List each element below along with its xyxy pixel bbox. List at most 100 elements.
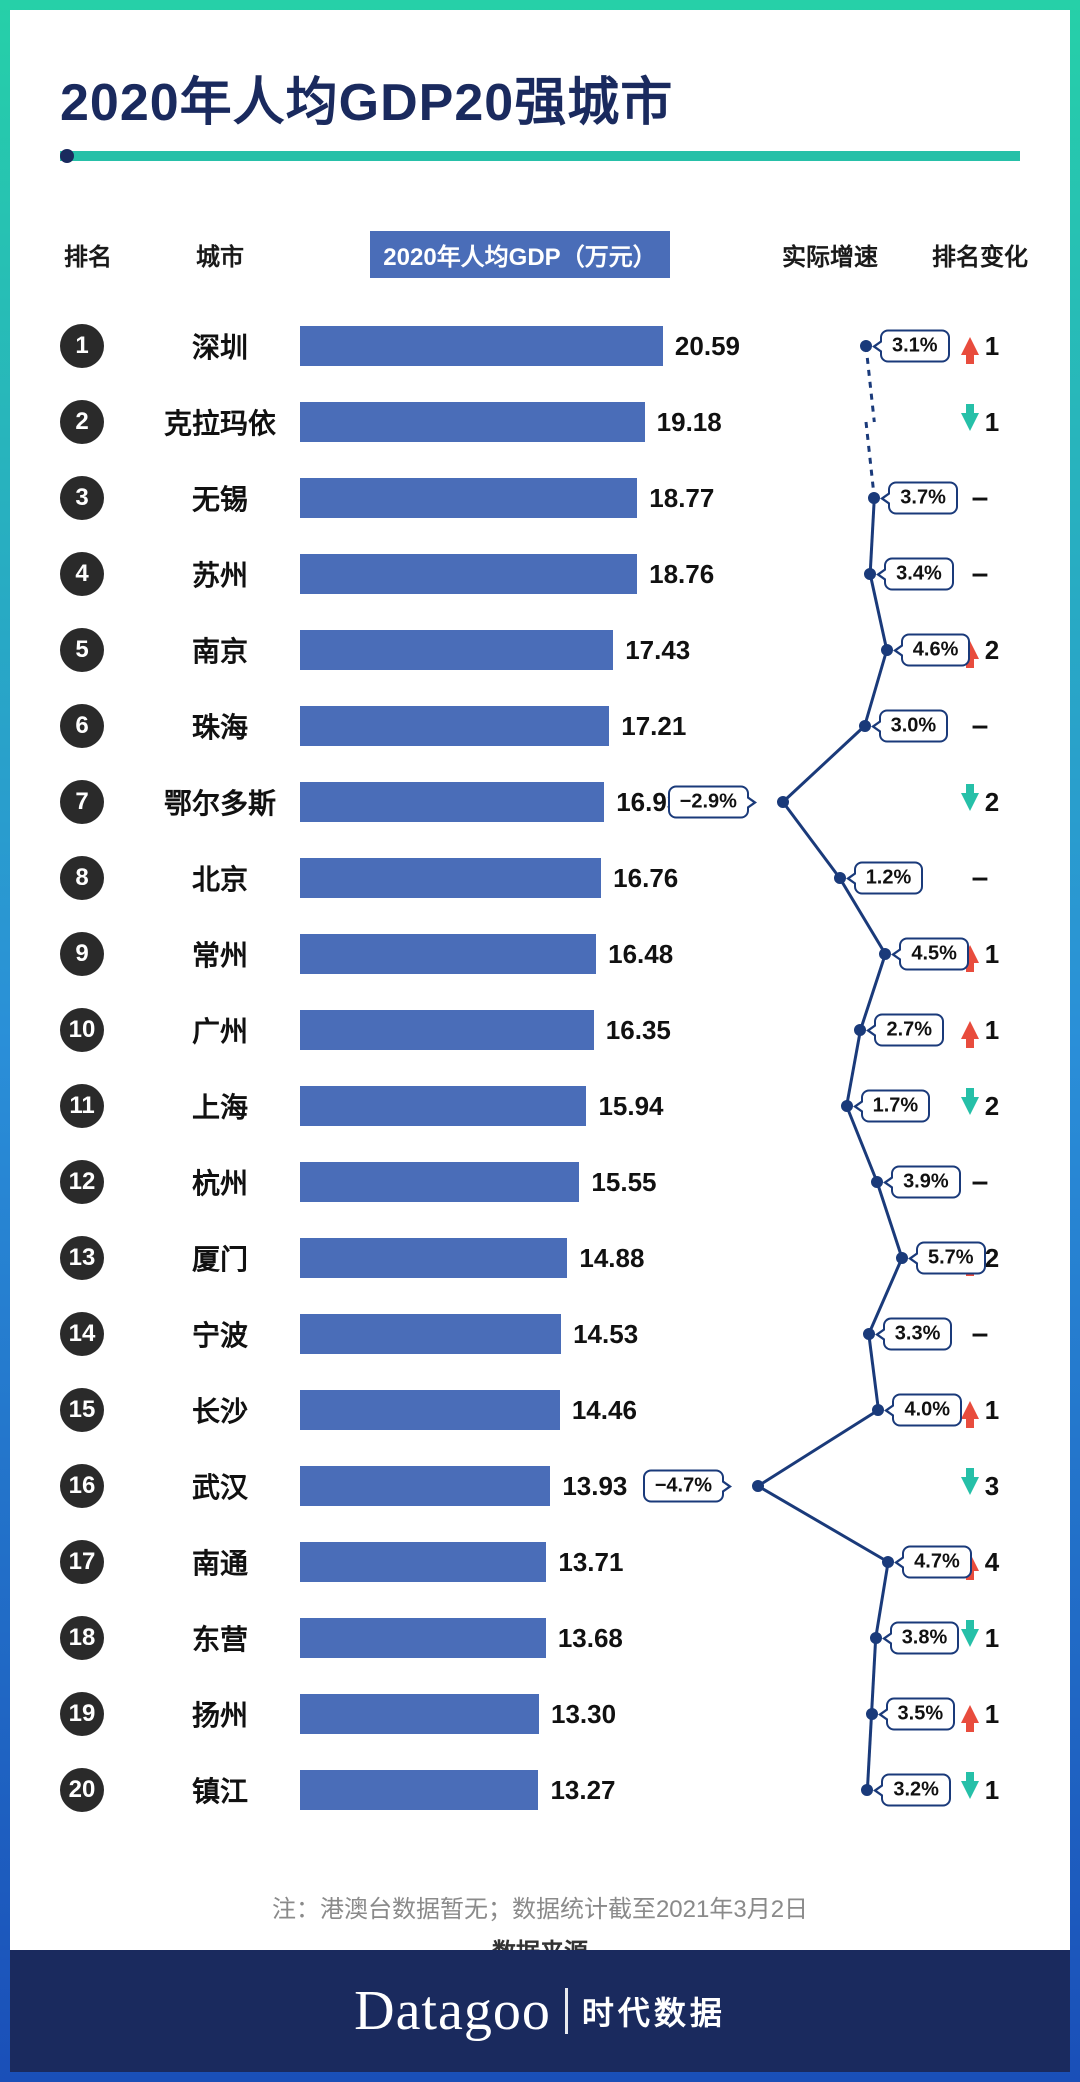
growth-bubble: −4.7% (643, 1470, 724, 1503)
dash-icon: – (972, 557, 989, 591)
footnote-note: 注：港澳台数据暂无；数据统计截至2021年3月2日 (60, 1888, 1020, 1931)
table-row: 2克拉玛依19.181 (60, 384, 1020, 460)
growth-bubble: 5.7% (916, 1242, 986, 1275)
growth-bubble: 3.2% (881, 1774, 951, 1807)
city-name: 长沙 (140, 1390, 300, 1430)
arrow-down-icon (961, 413, 979, 431)
growth-dot (859, 720, 871, 732)
city-name: 珠海 (140, 706, 300, 746)
gdp-bar (300, 554, 637, 594)
rank-change-value: 3 (985, 1471, 999, 1502)
gdp-value: 16.76 (613, 863, 678, 894)
growth-dot (879, 948, 891, 960)
growth-cell (740, 1220, 920, 1296)
city-name: 南京 (140, 630, 300, 670)
outer-frame: 2020年人均GDP20强城市 排名 城市 2020年人均GDP（万元） 实际增… (0, 0, 1080, 2082)
growth-dot (860, 340, 872, 352)
table-row: 17南通13.714 (60, 1524, 1020, 1600)
table-row: 9常州16.481 (60, 916, 1020, 992)
growth-cell (740, 384, 920, 460)
footer-bar: Datagoo 时代数据 (10, 1950, 1070, 2072)
growth-bubble: 3.4% (884, 558, 954, 591)
growth-dot (861, 1784, 873, 1796)
city-name: 北京 (140, 858, 300, 898)
city-name: 东营 (140, 1618, 300, 1658)
rank-change: 1 (920, 407, 1040, 438)
city-name: 鄂尔多斯 (140, 782, 300, 822)
growth-bubble: 3.1% (880, 330, 950, 363)
gdp-value: 13.68 (558, 1623, 623, 1654)
gdp-bar (300, 402, 645, 442)
arrow-down-icon (961, 1781, 979, 1799)
hdr-gdp: 2020年人均GDP（万元） (370, 231, 670, 278)
rank-badge: 11 (60, 1084, 104, 1128)
gdp-bar (300, 782, 604, 822)
gdp-bar (300, 1162, 579, 1202)
growth-dot (752, 1480, 764, 1492)
rank-change: – (920, 861, 1040, 895)
gdp-bar-cell: 19.18 (300, 402, 740, 442)
growth-dot (854, 1024, 866, 1036)
city-name: 深圳 (140, 326, 300, 366)
rank-badge: 16 (60, 1464, 104, 1508)
growth-dot (870, 1632, 882, 1644)
rank-badge: 9 (60, 932, 104, 976)
rank-badge: 14 (60, 1312, 104, 1356)
gdp-bar (300, 934, 596, 974)
gdp-bar-cell: 18.76 (300, 554, 740, 594)
growth-dot (896, 1252, 908, 1264)
growth-dot (868, 492, 880, 504)
rank-change-value: 2 (985, 787, 999, 818)
gdp-value: 16.35 (606, 1015, 671, 1046)
dash-icon: – (972, 1165, 989, 1199)
table-row: 7鄂尔多斯16.932 (60, 764, 1020, 840)
gdp-value: 17.21 (621, 711, 686, 742)
rank-change-value: 2 (985, 1091, 999, 1122)
gdp-value: 13.93 (562, 1471, 627, 1502)
gdp-bar-cell: 13.30 (300, 1694, 740, 1734)
gdp-bar (300, 1770, 538, 1810)
rank-badge: 4 (60, 552, 104, 596)
growth-bubble: 3.8% (890, 1622, 960, 1655)
gdp-bar-cell: 18.77 (300, 478, 740, 518)
gdp-bar (300, 1314, 561, 1354)
growth-bubble: 4.7% (902, 1546, 972, 1579)
arrow-down-icon (961, 1477, 979, 1495)
gdp-bar (300, 1618, 546, 1658)
gdp-bar-cell: 14.88 (300, 1238, 740, 1278)
rank-change-value: 1 (985, 1623, 999, 1654)
rank-change-value: 1 (985, 1775, 999, 1806)
rank-badge: 17 (60, 1540, 104, 1584)
growth-bubble: 3.5% (886, 1698, 956, 1731)
gdp-value: 19.18 (657, 407, 722, 438)
gdp-bar (300, 1238, 567, 1278)
rank-badge: 18 (60, 1616, 104, 1660)
dash-icon: – (972, 1317, 989, 1351)
gdp-bar (300, 1542, 546, 1582)
arrow-up-icon (961, 337, 979, 355)
data-rows: 1深圳20.5913.1%2克拉玛依19.1813无锡18.77–3.7%4苏州… (60, 308, 1020, 1828)
growth-cell (740, 1448, 920, 1524)
hdr-city: 城市 (140, 237, 300, 272)
footer-divider-icon (565, 1988, 568, 2034)
rank-badge: 19 (60, 1692, 104, 1736)
gdp-value: 14.46 (572, 1395, 637, 1426)
city-name: 镇江 (140, 1770, 300, 1810)
rank-badge: 6 (60, 704, 104, 748)
gdp-bar-cell: 14.53 (300, 1314, 740, 1354)
gdp-value: 18.77 (649, 483, 714, 514)
gdp-bar (300, 706, 609, 746)
gdp-bar-cell: 15.55 (300, 1162, 740, 1202)
growth-bubble: 4.6% (901, 634, 971, 667)
gdp-value: 14.53 (573, 1319, 638, 1350)
rank-badge: 2 (60, 400, 104, 444)
city-name: 上海 (140, 1086, 300, 1126)
rank-change-value: 2 (985, 1243, 999, 1274)
arrow-up-icon (961, 1705, 979, 1723)
growth-bubble: −2.9% (668, 786, 749, 819)
gdp-bar-cell: 16.48 (300, 934, 740, 974)
gdp-value: 13.27 (550, 1775, 615, 1806)
city-name: 厦门 (140, 1238, 300, 1278)
growth-dot (864, 568, 876, 580)
gdp-bar (300, 1694, 539, 1734)
